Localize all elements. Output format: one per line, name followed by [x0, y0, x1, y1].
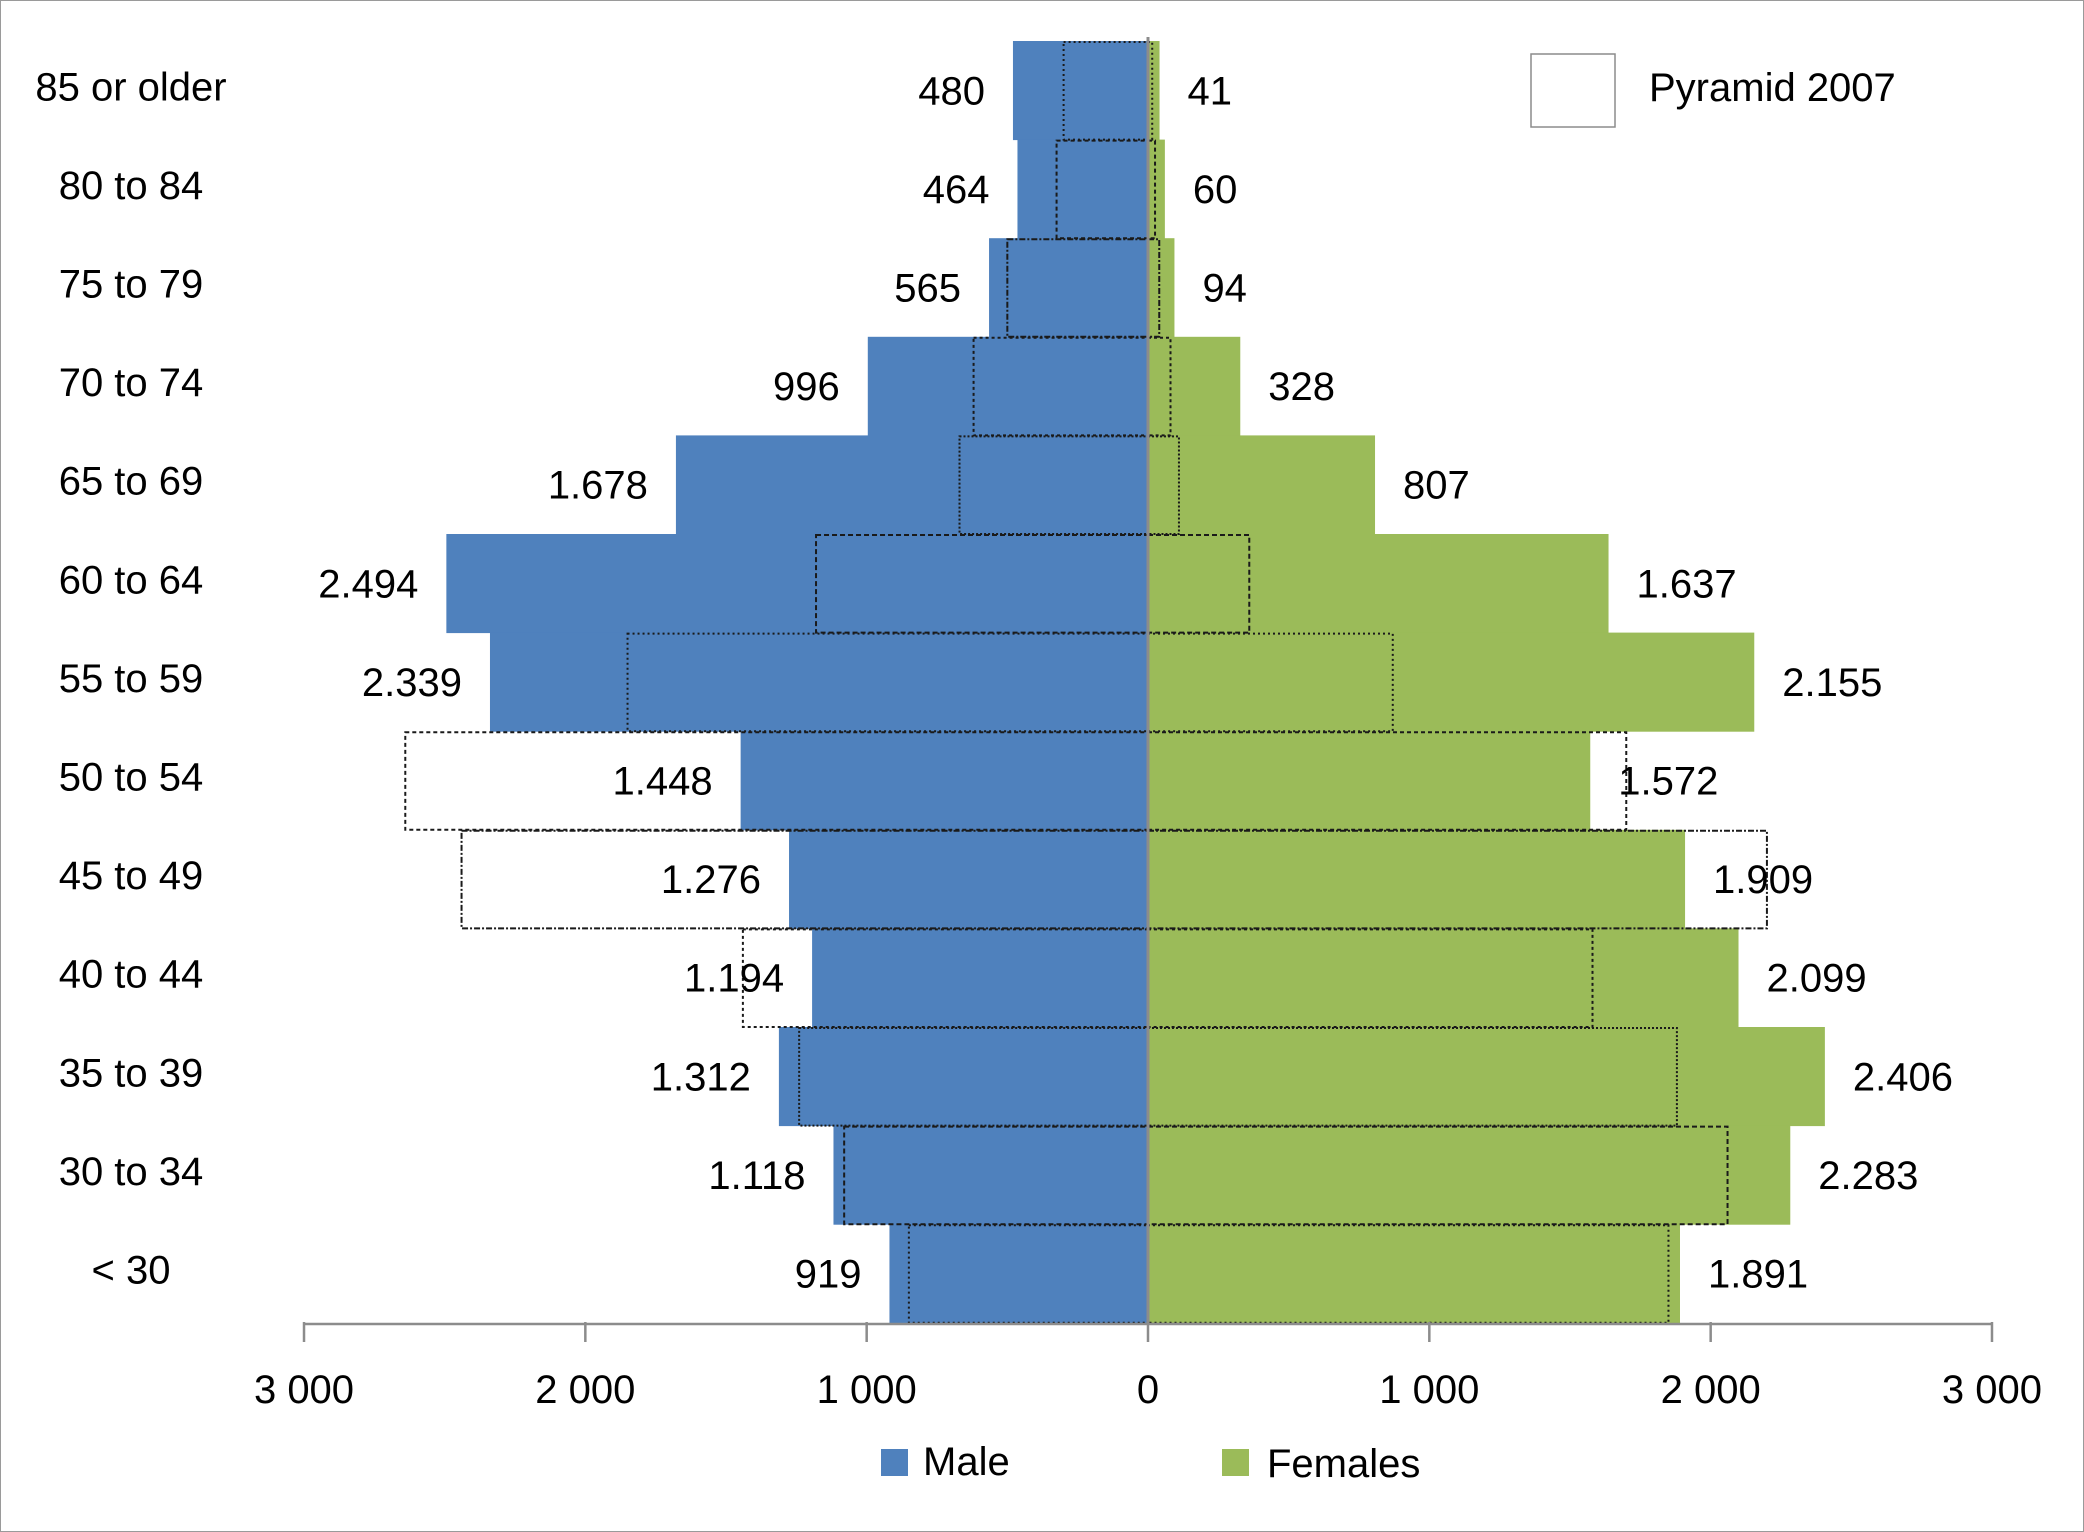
label-female-7: 1.572 — [1618, 760, 1718, 804]
x-tick-labels: 3 000 2 000 1 000 0 1 000 2 000 3 000 — [254, 1368, 2042, 1412]
label-male-12: 919 — [795, 1253, 862, 1297]
x-tick-label-2: 1 000 — [817, 1368, 917, 1412]
overlay-male-0 — [1062, 41, 1149, 141]
legend-swatch-females — [1222, 1449, 1249, 1476]
label-male-10: 1.312 — [651, 1055, 751, 1099]
bar-female-2 — [1148, 238, 1175, 338]
bar-female-7 — [1148, 731, 1591, 831]
label-female-11: 2.283 — [1818, 1154, 1918, 1198]
overlay-legend: Pyramid 2007 — [1530, 53, 1896, 128]
legend-label-male: Male — [923, 1440, 1010, 1484]
label-female-9: 2.099 — [1767, 957, 1867, 1001]
bar-male-12 — [889, 1224, 1148, 1324]
label-male-6: 2.339 — [362, 661, 462, 705]
overlay-female-12 — [1147, 1224, 1670, 1324]
category-label-9: 40 to 44 — [59, 953, 204, 997]
category-label-7: 50 to 54 — [59, 756, 204, 800]
bar-female-11 — [1148, 1125, 1791, 1225]
bar-male-1 — [1017, 139, 1148, 239]
x-tick-label-5: 2 000 — [1661, 1368, 1761, 1412]
label-male-9: 1.194 — [684, 957, 784, 1001]
label-male-7: 1.448 — [613, 760, 713, 804]
label-male-8: 1.276 — [661, 858, 761, 902]
category-labels: 85 or older 80 to 84 75 to 79 70 to 74 65 to… — [35, 65, 226, 1292]
category-label-12: < 30 — [92, 1249, 171, 1293]
label-female-1: 60 — [1193, 168, 1238, 212]
bar-male-8 — [789, 829, 1148, 929]
category-label-6: 55 to 59 — [59, 657, 204, 701]
category-label-4: 65 to 69 — [59, 460, 204, 504]
series-legend: Male Females — [881, 1440, 1420, 1486]
label-female-10: 2.406 — [1853, 1055, 1953, 1099]
overlay-male-6 — [626, 632, 1149, 733]
bar-female-1 — [1148, 139, 1165, 239]
bar-male-10 — [778, 1027, 1148, 1127]
overlay-legend-label: Pyramid 2007 — [1649, 66, 1896, 110]
x-tick-label-6: 3 000 — [1942, 1368, 2042, 1412]
bar-male-11 — [833, 1125, 1148, 1225]
x-tick-label-4: 1 000 — [1379, 1368, 1479, 1412]
label-male-4: 1.678 — [548, 464, 648, 508]
bar-male-5 — [446, 534, 1148, 634]
male-bars — [446, 41, 1148, 1324]
label-male-1: 464 — [923, 168, 990, 212]
label-male-11: 1.118 — [708, 1154, 805, 1198]
data-labels: 480 41 464 60 565 94 996 328 1.678 807 2.494 1.637 2… — [318, 69, 1953, 1296]
x-tick-label-1: 2 000 — [535, 1368, 635, 1412]
category-label-10: 35 to 39 — [59, 1051, 204, 1095]
overlay-male-9 — [741, 928, 1150, 1029]
category-label-11: 30 to 34 — [59, 1150, 204, 1194]
bar-female-4 — [1148, 435, 1376, 535]
label-male-5: 2.494 — [318, 562, 418, 606]
female-bars — [1148, 41, 1825, 1324]
axes — [302, 37, 1994, 1342]
bar-male-9 — [812, 928, 1148, 1028]
label-female-6: 2.155 — [1782, 661, 1882, 705]
bar-female-10 — [1148, 1027, 1825, 1127]
bar-female-0 — [1148, 41, 1160, 141]
label-male-0: 480 — [918, 69, 985, 113]
bar-female-12 — [1148, 1224, 1680, 1324]
label-male-2: 565 — [894, 267, 961, 311]
category-label-3: 70 to 74 — [59, 361, 204, 405]
bar-male-3 — [867, 336, 1148, 436]
label-female-12: 1.891 — [1708, 1253, 1808, 1297]
label-female-2: 94 — [1202, 267, 1247, 311]
category-label-8: 45 to 49 — [59, 854, 204, 898]
bar-female-9 — [1148, 928, 1739, 1028]
bar-female-3 — [1148, 336, 1241, 436]
category-label-1: 80 to 84 — [59, 164, 204, 208]
x-tick-label-0: 3 000 — [254, 1368, 354, 1412]
bar-male-7 — [740, 731, 1148, 831]
label-male-3: 996 — [773, 365, 840, 409]
bar-female-8 — [1148, 829, 1686, 929]
overlay-legend-swatch — [1530, 53, 1616, 128]
bar-female-5 — [1148, 534, 1609, 634]
bar-male-6 — [489, 632, 1148, 732]
label-female-3: 328 — [1268, 365, 1335, 409]
bar-male-4 — [675, 435, 1148, 535]
overlay-female-9 — [1147, 928, 1594, 1029]
label-female-4: 807 — [1403, 464, 1470, 508]
category-label-2: 75 to 79 — [59, 263, 204, 307]
category-label-0: 85 or older — [35, 65, 226, 109]
label-female-0: 41 — [1188, 69, 1233, 113]
legend-label-females: Females — [1267, 1442, 1420, 1486]
bar-female-6 — [1148, 632, 1755, 732]
bar-male-2 — [989, 238, 1148, 338]
bar-male-0 — [1012, 41, 1148, 141]
label-female-8: 1.909 — [1713, 858, 1813, 902]
x-tick-label-3: 0 — [1137, 1368, 1159, 1412]
label-female-5: 1.637 — [1637, 562, 1737, 606]
category-label-5: 60 to 64 — [59, 558, 204, 602]
legend-swatch-male — [881, 1449, 908, 1476]
